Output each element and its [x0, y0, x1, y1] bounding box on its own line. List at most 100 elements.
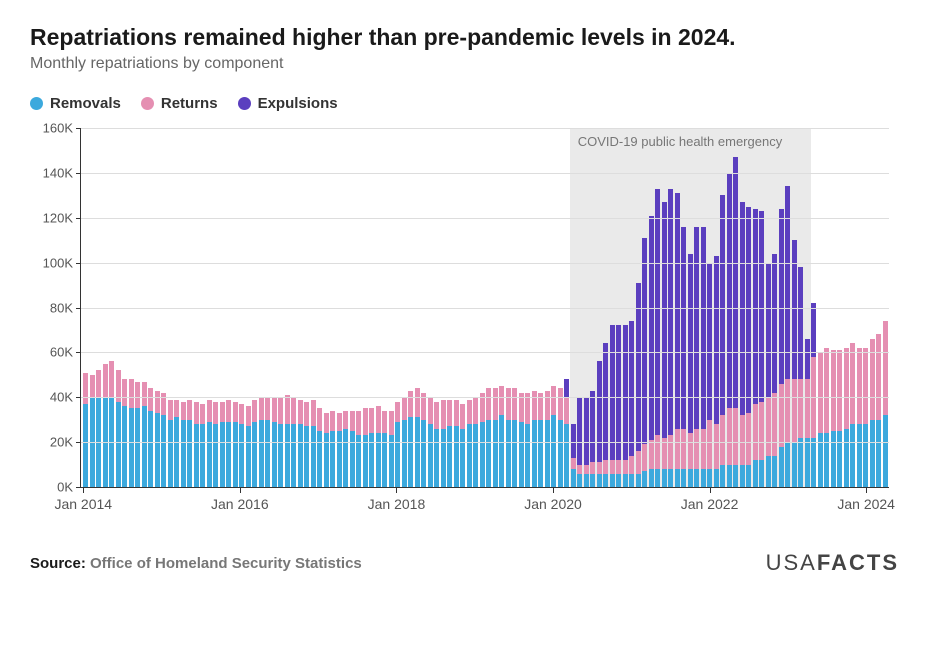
bar-segment-removals — [356, 435, 361, 487]
bar-segment-returns — [428, 397, 433, 424]
bar-segment-returns — [623, 460, 628, 473]
bar-segment-returns — [857, 348, 862, 424]
bar-segment-returns — [304, 402, 309, 427]
chart-title: Repatriations remained higher than pre-p… — [30, 24, 899, 51]
bar-segment-removals — [798, 438, 803, 487]
legend-label: Expulsions — [258, 95, 338, 112]
bar-segment-removals — [161, 415, 166, 487]
bar-segment-removals — [447, 426, 452, 487]
bar-segment-removals — [311, 426, 316, 487]
bar-segment-returns — [720, 415, 725, 464]
bar-segment-expulsions — [779, 209, 784, 384]
bar-segment-returns — [740, 415, 745, 464]
bar-segment-expulsions — [792, 240, 797, 379]
bar-segment-returns — [96, 370, 101, 397]
x-tick — [710, 488, 711, 493]
grid-line — [81, 128, 889, 129]
y-tick-label: 140K — [43, 165, 81, 180]
bar-segment-removals — [278, 424, 283, 487]
bar-segment-removals — [850, 424, 855, 487]
bar-segment-returns — [402, 397, 407, 419]
bar-segment-removals — [792, 442, 797, 487]
bar-segment-removals — [83, 404, 88, 487]
bar-segment-removals — [733, 465, 738, 487]
brand-bold: FACTS — [817, 550, 899, 575]
bar-segment-returns — [707, 420, 712, 469]
bar-segment-returns — [850, 343, 855, 424]
bar-segment-returns — [610, 460, 615, 473]
bar-segment-removals — [330, 431, 335, 487]
bar-segment-removals — [551, 415, 556, 487]
bar-segment-removals — [395, 422, 400, 487]
chart-subtitle: Monthly repatriations by component — [30, 55, 899, 73]
bar-segment-removals — [811, 438, 816, 487]
grid-line — [81, 397, 889, 398]
grid-line — [81, 263, 889, 264]
bar-segment-expulsions — [623, 325, 628, 460]
bar-segment-returns — [649, 440, 654, 469]
bar-segment-removals — [616, 474, 621, 487]
bar-segment-removals — [272, 422, 277, 487]
bar-segment-returns — [675, 429, 680, 469]
bar-segment-returns — [311, 400, 316, 427]
legend-item: Removals — [30, 95, 121, 112]
bar-segment-returns — [551, 386, 556, 415]
x-axis: Jan 2014Jan 2016Jan 2018Jan 2020Jan 2022… — [80, 488, 889, 522]
bar-segment-returns — [870, 339, 875, 420]
bar-segment-removals — [499, 415, 504, 487]
bar-segment-removals — [252, 422, 257, 487]
bar-segment-returns — [161, 393, 166, 415]
x-tick — [396, 488, 397, 493]
bar-segment-returns — [200, 404, 205, 424]
bar-segment-removals — [876, 420, 881, 487]
bar-segment-removals — [181, 420, 186, 487]
bar-segment-removals — [740, 465, 745, 487]
bar-segment-removals — [610, 474, 615, 487]
bar-segment-expulsions — [584, 397, 589, 464]
bar-segment-returns — [278, 397, 283, 424]
bar-segment-removals — [532, 420, 537, 487]
bar-segment-removals — [135, 408, 140, 487]
bar-segment-removals — [857, 424, 862, 487]
bar-segment-removals — [545, 420, 550, 487]
bar-segment-expulsions — [714, 256, 719, 424]
bar-segment-expulsions — [733, 157, 738, 408]
bar-segment-returns — [252, 400, 257, 422]
bar-segment-returns — [272, 397, 277, 422]
bar-segment-returns — [597, 462, 602, 473]
bar-segment-returns — [831, 350, 836, 431]
bar-segment-returns — [467, 400, 472, 425]
bar-segment-expulsions — [642, 238, 647, 444]
legend-swatch — [30, 97, 43, 110]
bar-segment-returns — [590, 462, 595, 473]
bar-segment-returns — [291, 397, 296, 424]
bar-segment-removals — [116, 402, 121, 487]
bar-segment-returns — [83, 373, 88, 404]
y-tick-label: 100K — [43, 255, 81, 270]
bar-segment-removals — [454, 426, 459, 487]
bar-segment-expulsions — [564, 379, 569, 397]
y-tick-label: 20K — [50, 435, 81, 450]
bar-segment-expulsions — [590, 391, 595, 463]
bar-segment-returns — [701, 429, 706, 469]
bar-segment-returns — [441, 400, 446, 429]
bar-segment-returns — [499, 386, 504, 415]
bar-segment-removals — [675, 469, 680, 487]
bar-segment-returns — [265, 397, 270, 419]
bar-segment-removals — [434, 429, 439, 487]
bar-segment-returns — [148, 388, 153, 410]
grid-line — [81, 218, 889, 219]
bar-segment-returns — [486, 388, 491, 419]
bar-segment-returns — [103, 364, 108, 398]
bar-segment-returns — [571, 458, 576, 469]
bar-segment-removals — [584, 474, 589, 487]
bar-segment-removals — [213, 424, 218, 487]
source: Source: Office of Homeland Security Stat… — [30, 555, 362, 572]
bar-segment-returns — [584, 465, 589, 474]
bar-segment-returns — [798, 379, 803, 437]
bar-segment-removals — [246, 426, 251, 487]
bar-segment-expulsions — [707, 263, 712, 420]
bar-segment-removals — [285, 424, 290, 487]
bar-segment-removals — [187, 420, 192, 487]
bar-segment-expulsions — [629, 321, 634, 456]
